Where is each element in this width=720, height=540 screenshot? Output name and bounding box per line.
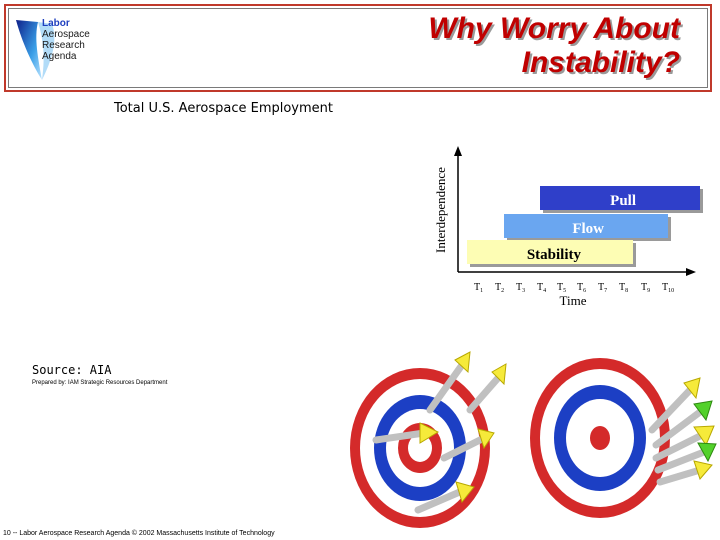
tick-t7: T7 [598, 282, 607, 294]
tick-t2: T2 [495, 282, 504, 294]
stability-bar [467, 240, 633, 264]
pull-bar-label: Pull [610, 193, 636, 209]
logo-swoosh-icon [16, 20, 55, 80]
tick-t9: T9 [641, 282, 650, 294]
prepared-by-note: Prepared by: IAM Strategic Resources Dep… [32, 380, 168, 386]
target-right-icon [530, 358, 670, 518]
tick-t3: T3 [516, 282, 525, 294]
logo-line-agenda: Agenda [42, 51, 77, 62]
header-frame [4, 4, 712, 92]
tick-t8: T8 [619, 282, 628, 294]
logo-line-aerospace: Aerospace [42, 29, 90, 40]
darts-right-icon [648, 377, 717, 486]
x-axis-label: Time [560, 293, 587, 308]
flow-bar-label: Flow [572, 221, 604, 237]
title-line-2: Instability? [521, 46, 680, 79]
darts-left-icon [372, 351, 507, 514]
slide-title: Why Worry About Instability? [360, 12, 680, 80]
logo-line-research: Research [42, 40, 85, 51]
y-axis-label: Interdependence [433, 167, 448, 253]
y-axis-arrow-icon [454, 146, 462, 156]
tick-t6: T6 [577, 282, 586, 294]
header-inner-frame [8, 8, 708, 88]
logo-text: Labor Aerospace Research Agenda [42, 18, 90, 62]
footer-copyright: 10 -- Labor Aerospace Research Agenda © … [3, 530, 275, 537]
tick-t5: T5 [557, 282, 566, 294]
tick-t4: T4 [537, 282, 546, 294]
tick-t1: T1 [474, 282, 483, 294]
x-axis-arrow-icon [686, 268, 696, 276]
pull-bar [540, 186, 700, 210]
title-line-1: Why Worry About [428, 12, 680, 45]
flow-bar [504, 214, 668, 238]
stability-bar-label: Stability [527, 247, 582, 263]
logo-line-labor: Labor [42, 18, 70, 29]
employment-chart-title: Total U.S. Aerospace Employment [114, 101, 333, 116]
target-left-icon [350, 368, 490, 528]
time-ticks: T1 T2 T3 T4 T5 T6 T7 T8 T9 T10 [474, 282, 674, 294]
source-note: Source: AIA [32, 363, 112, 377]
tick-t10: T10 [662, 282, 674, 294]
lara-logo: Labor Aerospace Research Agenda [12, 12, 124, 82]
